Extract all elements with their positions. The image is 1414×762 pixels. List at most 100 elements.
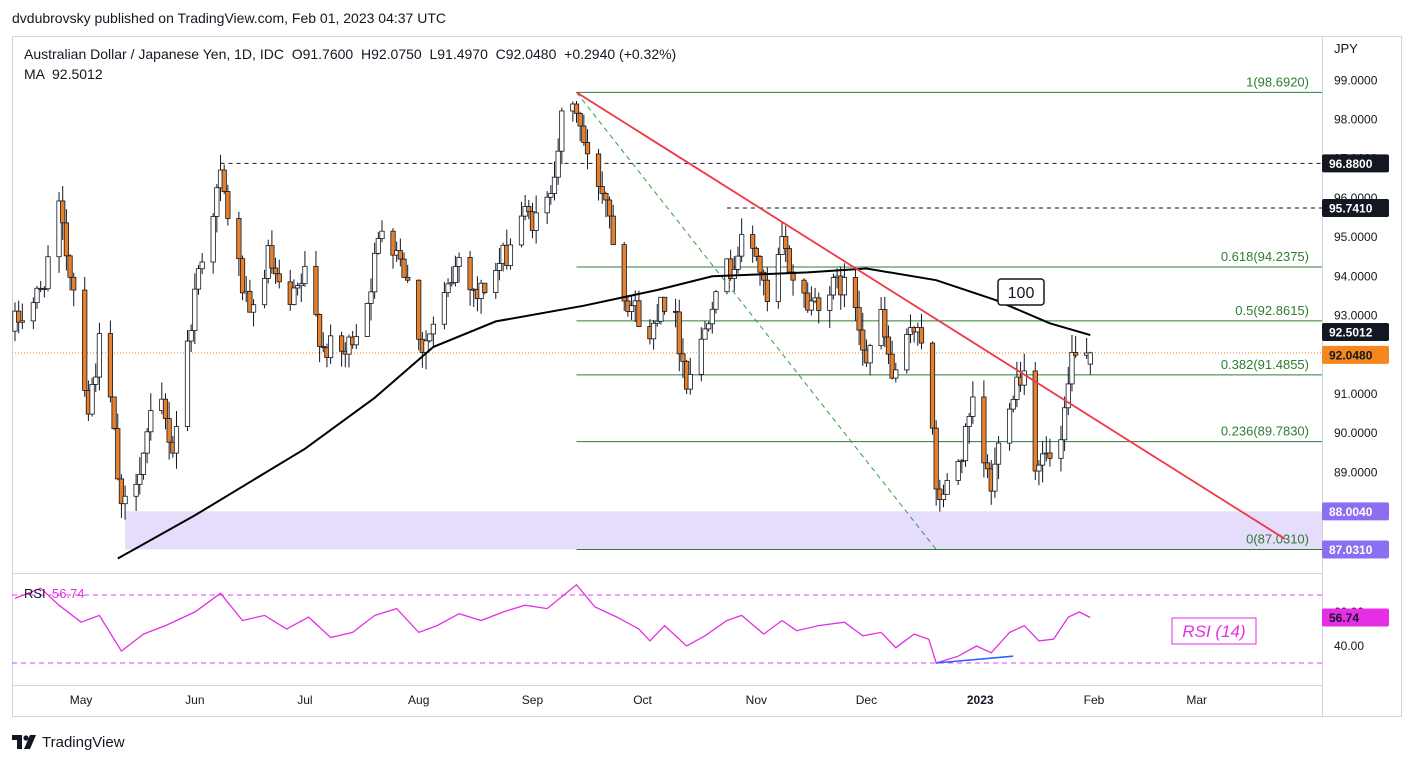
candle-body xyxy=(298,283,304,287)
candle xyxy=(452,255,459,287)
candle-body xyxy=(577,112,583,127)
candle xyxy=(184,329,191,432)
candle xyxy=(577,111,583,142)
zone-high-tag-bg xyxy=(1322,502,1389,521)
candle xyxy=(1010,395,1016,413)
candle-body xyxy=(706,323,712,330)
candle-body xyxy=(45,256,51,290)
candle-body xyxy=(555,150,561,178)
candle-body xyxy=(860,329,866,351)
candle-body xyxy=(368,291,374,304)
candle xyxy=(654,303,660,327)
time-tick-label: Mar xyxy=(1186,693,1207,707)
candle xyxy=(548,185,554,205)
candle-body xyxy=(166,418,172,443)
candle-body xyxy=(195,268,202,290)
rsi-value-tag: 56.74 xyxy=(1322,608,1389,627)
candle xyxy=(959,458,965,474)
candle xyxy=(313,250,319,317)
rsi-title: RSI (14) xyxy=(1182,622,1245,641)
candle-body xyxy=(1058,439,1064,459)
candle xyxy=(214,183,220,233)
candle-body xyxy=(731,269,737,279)
candle-body xyxy=(1047,452,1053,459)
rsi-divergence-line xyxy=(936,655,1014,664)
candle-body xyxy=(856,307,862,331)
candle-body xyxy=(918,327,925,344)
candle xyxy=(962,423,969,467)
candle-body xyxy=(63,222,69,257)
candle xyxy=(757,255,763,286)
tradingview-logo[interactable]: TradingView xyxy=(12,731,125,753)
candle xyxy=(71,272,77,307)
candle-body xyxy=(595,153,602,187)
candle-body xyxy=(493,270,499,294)
candle xyxy=(918,313,925,350)
candle xyxy=(650,319,657,350)
candle xyxy=(346,334,352,368)
candle xyxy=(929,341,936,435)
horizontal-level-tag-text: 96.8800 xyxy=(1329,157,1373,171)
candle xyxy=(115,413,121,481)
candle-body xyxy=(250,304,257,313)
candle-body xyxy=(294,285,301,289)
candle-body xyxy=(893,369,899,379)
rsi-tick-label: 40.00 xyxy=(1334,639,1364,653)
ma-value-tag-bg xyxy=(1322,323,1389,342)
candle-body xyxy=(214,187,220,217)
candle-body xyxy=(885,336,892,355)
candle-body xyxy=(82,289,88,391)
candle xyxy=(298,273,304,303)
candle-body xyxy=(687,374,693,390)
moving-average-line xyxy=(117,267,1091,560)
candle-body xyxy=(441,292,447,325)
candle xyxy=(882,296,888,348)
candle-body xyxy=(140,452,147,475)
candle-body xyxy=(786,248,792,273)
candle xyxy=(702,320,708,340)
candle xyxy=(247,279,253,313)
candle xyxy=(390,228,396,269)
fib-diagonal-line xyxy=(576,92,937,550)
candle-body xyxy=(67,255,73,278)
candle-body xyxy=(71,276,77,291)
candle xyxy=(676,299,682,372)
candle xyxy=(786,245,792,273)
candle xyxy=(753,246,759,262)
zone-low-tag: 87.0310 xyxy=(1322,540,1389,559)
candle xyxy=(328,324,334,364)
candle xyxy=(860,312,866,366)
candle xyxy=(137,457,143,495)
candle-body xyxy=(518,215,525,246)
time-tick-label: Sep xyxy=(522,693,544,707)
candle xyxy=(830,273,837,300)
candle xyxy=(239,255,246,301)
publish-info: dvdubrovsky published on TradingView.com… xyxy=(12,10,446,26)
rsi-legend-value: 56.74 xyxy=(52,586,85,601)
candle-body xyxy=(162,398,169,419)
ma-value-tag: 92.5012 xyxy=(1322,323,1389,342)
candle xyxy=(30,297,36,330)
candle-body xyxy=(111,396,117,430)
candle xyxy=(731,256,737,292)
candle-body xyxy=(984,462,991,470)
candle xyxy=(889,340,895,380)
candle-body xyxy=(533,212,539,231)
candle-body xyxy=(89,384,95,415)
candle xyxy=(687,357,693,395)
candle xyxy=(250,299,257,327)
candle xyxy=(221,164,227,195)
candle xyxy=(225,184,231,226)
candle xyxy=(955,459,961,486)
candle-body xyxy=(401,258,407,278)
ma-value-tag-text: 92.5012 xyxy=(1329,326,1373,340)
candle xyxy=(606,196,613,229)
price-tick-label: 89.0000 xyxy=(1334,465,1378,479)
candle xyxy=(966,413,972,444)
candle xyxy=(401,252,407,278)
candle xyxy=(353,324,359,349)
candle-body xyxy=(184,340,191,428)
candle xyxy=(60,186,66,240)
horizontal-level-tag-bg xyxy=(1322,199,1389,218)
